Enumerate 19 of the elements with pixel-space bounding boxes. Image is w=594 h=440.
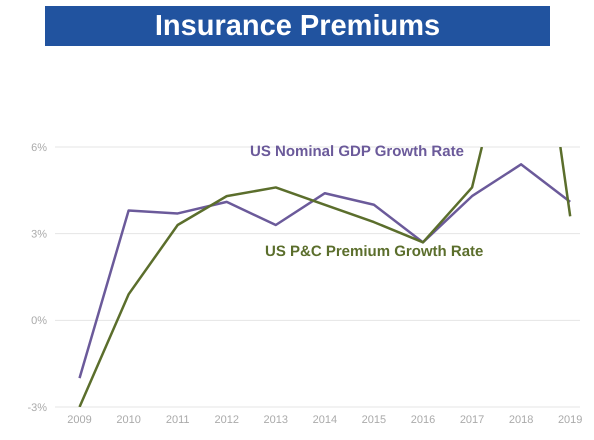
y-tick-label: 0%	[31, 315, 48, 328]
x-tick-label: 2019	[558, 414, 582, 426]
series-label: US P&C Premium Growth Rate	[265, 243, 484, 260]
x-tick-label: 2010	[116, 414, 141, 426]
x-tick-label: 2012	[214, 414, 239, 426]
x-tick-label: 2016	[410, 414, 436, 426]
x-tick-label: 2013	[264, 414, 288, 426]
x-tick-label: 2011	[166, 414, 190, 426]
x-tick-label: 2015	[362, 414, 386, 426]
line-series	[78, 163, 572, 380]
x-tick-label: 2014	[312, 414, 338, 426]
y-tick-label: 3%	[31, 228, 48, 241]
y-tick-label: -3%	[27, 402, 48, 414]
x-tick-label: 2018	[508, 414, 534, 426]
x-tick-label: 2017	[460, 414, 484, 426]
y-tick-label: 6%	[31, 142, 48, 154]
text: US Nominal GDP Growth Rate	[250, 143, 464, 160]
chart-title: Insurance Premiums	[45, 6, 550, 46]
x-tick-label: 2009	[67, 414, 92, 426]
